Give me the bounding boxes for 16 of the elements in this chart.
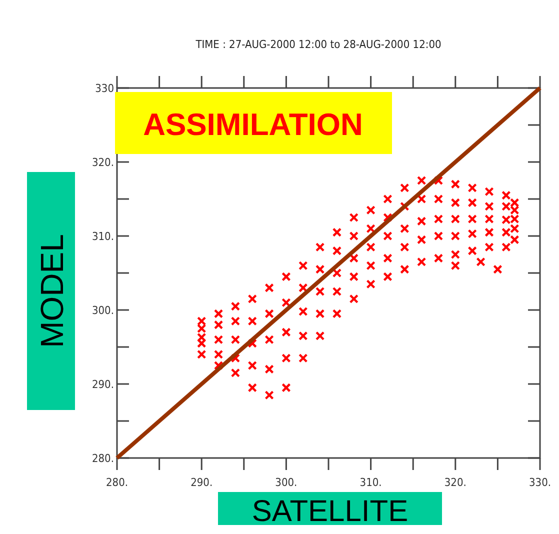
x-tick-label: 280.: [106, 476, 128, 489]
x-axis-title: SATELLITE: [252, 495, 408, 528]
y-tick-label: 280.: [92, 452, 114, 465]
x-tick-label: 330.: [528, 476, 552, 489]
text: ASSIMILATION: [143, 107, 363, 142]
y-tick-label: 330: [95, 82, 114, 95]
y-tick-label: 320.: [92, 156, 114, 169]
chart-title: TIME : 27-AUG-2000 12:00 to 28-AUG-2000 12:00: [194, 38, 442, 51]
y-tick-label: 310.: [92, 230, 114, 243]
y-tick-label: 290.: [92, 378, 114, 391]
y-tick-label: 300.: [92, 304, 114, 317]
x-tick-label: 310.: [360, 476, 382, 489]
y-axis-title: MODEL: [34, 234, 70, 348]
x-tick-label: 290.: [190, 476, 213, 489]
x-tick-label: 320.: [444, 476, 466, 489]
x-tick-label: 300.: [275, 476, 298, 489]
